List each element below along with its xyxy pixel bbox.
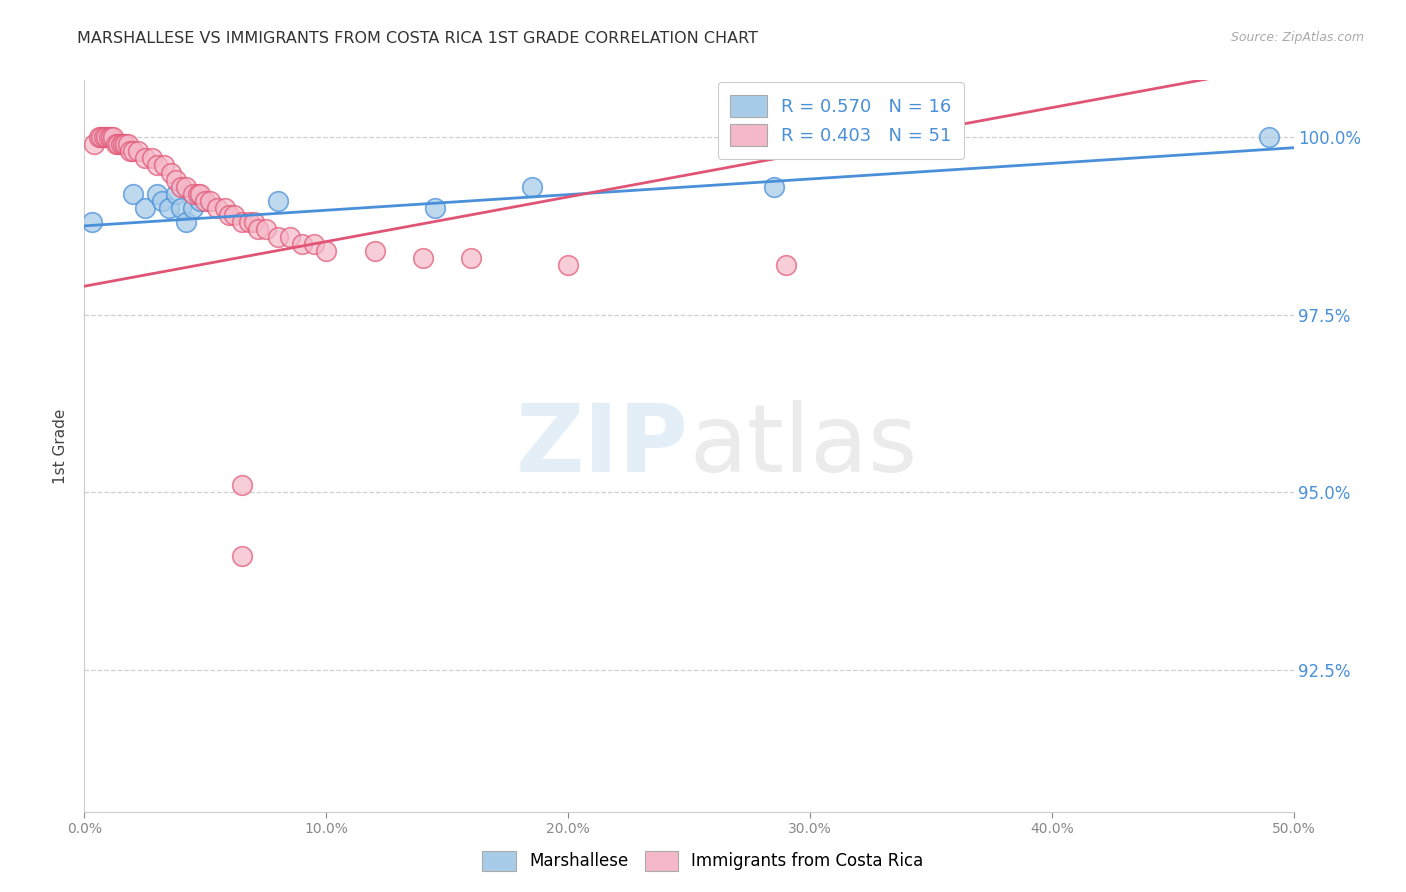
- Point: [80, 215, 103, 229]
- Point: [121, 186, 143, 201]
- Point: [315, 244, 337, 258]
- Point: [174, 215, 197, 229]
- Point: [181, 201, 204, 215]
- Point: [100, 130, 122, 145]
- Point: [267, 194, 290, 208]
- Point: [557, 258, 579, 272]
- Point: [117, 137, 139, 152]
- Point: [114, 137, 136, 152]
- Point: [181, 186, 204, 201]
- Text: atlas: atlas: [689, 400, 917, 492]
- Point: [207, 201, 229, 215]
- Legend: Marshallese, Immigrants from Costa Rica: Marshallese, Immigrants from Costa Rica: [474, 842, 932, 880]
- Point: [247, 222, 270, 236]
- Point: [412, 251, 434, 265]
- Point: [170, 201, 193, 215]
- Point: [190, 186, 212, 201]
- Y-axis label: 1st Grade: 1st Grade: [53, 409, 69, 483]
- Point: [97, 130, 120, 145]
- Point: [107, 137, 129, 152]
- Point: [160, 165, 183, 179]
- Point: [141, 152, 163, 166]
- Point: [460, 251, 482, 265]
- Point: [150, 194, 173, 208]
- Point: [423, 201, 446, 215]
- Text: MARSHALLESE VS IMMIGRANTS FROM COSTA RICA 1ST GRADE CORRELATION CHART: MARSHALLESE VS IMMIGRANTS FROM COSTA RIC…: [77, 31, 758, 46]
- Point: [187, 186, 209, 201]
- Point: [267, 229, 290, 244]
- Point: [134, 152, 156, 166]
- Point: [762, 179, 785, 194]
- Point: [83, 137, 105, 152]
- Point: [520, 179, 543, 194]
- Point: [153, 159, 176, 173]
- Point: [238, 215, 260, 229]
- Point: [120, 145, 142, 159]
- Point: [112, 137, 135, 152]
- Point: [242, 215, 264, 229]
- Point: [278, 229, 301, 244]
- Point: [157, 201, 180, 215]
- Point: [224, 208, 246, 222]
- Point: [214, 201, 236, 215]
- Point: [94, 130, 117, 145]
- Point: [165, 172, 187, 186]
- Text: ZIP: ZIP: [516, 400, 689, 492]
- Point: [90, 130, 112, 145]
- Point: [254, 222, 277, 236]
- Point: [121, 145, 143, 159]
- Point: [775, 258, 797, 272]
- Point: [1258, 130, 1281, 145]
- Point: [363, 244, 385, 258]
- Point: [190, 194, 212, 208]
- Point: [93, 130, 115, 145]
- Point: [218, 208, 240, 222]
- Point: [198, 194, 221, 208]
- Point: [291, 236, 314, 251]
- Point: [231, 549, 253, 563]
- Point: [194, 194, 217, 208]
- Point: [104, 137, 127, 152]
- Point: [174, 179, 197, 194]
- Point: [302, 236, 325, 251]
- Point: [231, 215, 253, 229]
- Point: [103, 130, 125, 145]
- Point: [110, 137, 132, 152]
- Point: [87, 130, 110, 145]
- Point: [134, 201, 156, 215]
- Point: [146, 159, 169, 173]
- Point: [231, 478, 253, 492]
- Text: Source: ZipAtlas.com: Source: ZipAtlas.com: [1230, 31, 1364, 45]
- Point: [170, 179, 193, 194]
- Point: [165, 186, 187, 201]
- Point: [146, 186, 169, 201]
- Legend: R = 0.570   N = 16, R = 0.403   N = 51: R = 0.570 N = 16, R = 0.403 N = 51: [718, 82, 965, 159]
- Point: [127, 145, 149, 159]
